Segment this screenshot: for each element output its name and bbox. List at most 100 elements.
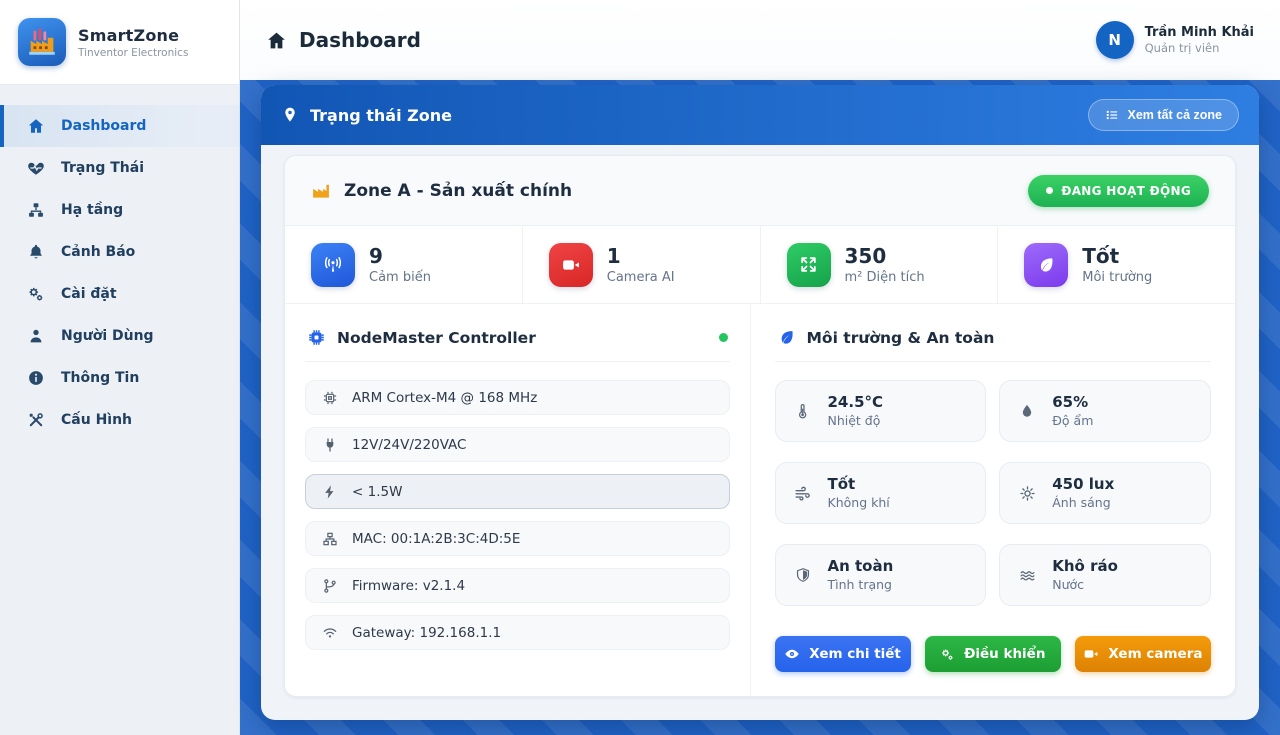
- stat-value: Tốt: [1082, 243, 1120, 268]
- controller-title: NodeMaster Controller: [337, 328, 536, 347]
- expand-icon: [786, 242, 831, 287]
- zone-card-header: Zone A - Sản xuất chính ĐANG HOẠT ĐỘNG: [285, 156, 1235, 226]
- view-all-zones-button[interactable]: Xem tất cả zone: [1087, 99, 1239, 131]
- status-badge-label: ĐANG HOẠT ĐỘNG: [1061, 183, 1191, 198]
- spec-text: Gateway: 192.168.1.1: [352, 624, 502, 641]
- stat-text: 9 Cảm biến: [369, 245, 431, 285]
- thermometer-icon: [793, 403, 813, 420]
- shield-icon: [793, 567, 813, 583]
- sidebar-item-label: Dashboard: [61, 118, 147, 134]
- env-label: Tình trạng: [827, 577, 892, 593]
- zone-card-columns: NodeMaster Controller ARM Cortex-M4 @ 16…: [285, 304, 1235, 696]
- env-text: Khô ráo Nước: [1052, 556, 1118, 593]
- controller-section: NodeMaster Controller ARM Cortex-M4 @ 16…: [285, 304, 751, 696]
- page-title: Dashboard: [266, 28, 421, 52]
- env-text: 450 lux Ánh sáng: [1052, 474, 1115, 511]
- sidebar-item-label: Hạ tầng: [61, 202, 124, 218]
- controller-spec-power: 12V/24V/220VAC: [305, 427, 730, 462]
- brand: SmartZone Tinventor Electronics: [0, 0, 239, 85]
- panel-title-text: Trạng thái Zone: [310, 105, 452, 125]
- sidebar-item-thong-tin[interactable]: Thông Tin: [0, 357, 239, 399]
- user-name: Trần Minh Khải: [1144, 25, 1254, 40]
- sidebar-item-trang-thai[interactable]: Trạng Thái: [0, 147, 239, 189]
- zone-stats-row: 9 Cảm biến 1 Camera AI: [285, 226, 1235, 304]
- sidebar-item-cau-hinh[interactable]: Cấu Hình: [0, 399, 239, 441]
- stat-label: Môi trường: [1082, 269, 1153, 285]
- env-card-safety: An toàn Tình trạng: [774, 544, 987, 606]
- user-role: Quản trị viên: [1144, 41, 1220, 55]
- env-card-humidity: 65% Độ ẩm: [999, 380, 1211, 442]
- sidebar-nav: Dashboard Trạng Thái Hạ tầng Cảnh Báo Cà…: [0, 85, 239, 441]
- panel-header: Trạng thái Zone Xem tất cả zone: [261, 85, 1259, 145]
- waves-icon: [1017, 567, 1037, 584]
- view-camera-button[interactable]: Xem camera: [1074, 636, 1212, 672]
- env-card-light: 450 lux Ánh sáng: [999, 462, 1211, 524]
- status-dot-icon: [1046, 187, 1054, 194]
- env-value: 65%: [1052, 392, 1089, 411]
- env-value: Khô ráo: [1052, 556, 1118, 575]
- controller-spec-consumption: < 1.5W: [305, 474, 730, 509]
- env-label: Ánh sáng: [1052, 495, 1111, 511]
- sun-icon: [1017, 485, 1037, 502]
- brand-name: SmartZone: [78, 25, 180, 45]
- sidebar: SmartZone Tinventor Electronics Dashboar…: [0, 0, 240, 735]
- video-icon: [548, 242, 593, 287]
- environment-title: Môi trường & An toàn: [806, 328, 995, 347]
- environment-section: Môi trường & An toàn 24.5°C: [751, 304, 1236, 696]
- wifi-icon: [320, 625, 339, 641]
- env-text: An toàn Tình trạng: [827, 557, 894, 593]
- avatar[interactable]: N: [1095, 21, 1134, 59]
- view-all-zones-label: Xem tất cả zone: [1127, 108, 1222, 122]
- stat-area: 350 m² Diện tích: [761, 226, 999, 303]
- page-title-text: Dashboard: [299, 28, 421, 52]
- sidebar-item-nguoi-dung[interactable]: Người Dùng: [0, 315, 239, 357]
- env-card-air: Tốt Không khí: [774, 462, 987, 524]
- sidebar-item-label: Người Dùng: [61, 328, 154, 344]
- list-icon: [1105, 108, 1119, 122]
- control-label: Điều khiển: [964, 646, 1046, 662]
- leaf-icon: [1024, 242, 1069, 287]
- env-text: 65% Độ ẩm: [1052, 392, 1093, 428]
- camera-icon: [1083, 646, 1099, 662]
- stat-label: Cảm biến: [369, 269, 431, 285]
- sidebar-item-label: Cài đặt: [61, 286, 117, 302]
- stat-environment: Tốt Môi trường: [998, 226, 1235, 303]
- plug-icon: [320, 437, 339, 453]
- sidebar-item-cai-dat[interactable]: Cài đặt: [0, 273, 239, 315]
- user-menu[interactable]: N Trần Minh Khải Quản trị viên: [1095, 21, 1254, 59]
- env-value: 24.5°C: [827, 392, 884, 411]
- home-icon: [26, 117, 46, 135]
- sidebar-item-ha-tang[interactable]: Hạ tầng: [0, 189, 239, 231]
- user-icon: [26, 327, 46, 345]
- controller-spec-cpu: ARM Cortex-M4 @ 168 MHz: [305, 380, 730, 415]
- control-button[interactable]: Điều khiển: [924, 636, 1061, 672]
- stat-label: Camera AI: [606, 269, 675, 285]
- droplet-icon: [1017, 403, 1037, 419]
- sidebar-item-canh-bao[interactable]: Cảnh Báo: [0, 231, 239, 273]
- zone-title-text: Zone A - Sản xuất chính: [344, 180, 573, 201]
- env-label: Nước: [1052, 577, 1085, 593]
- controller-spec-gateway: Gateway: 192.168.1.1: [305, 615, 730, 650]
- stat-cameras: 1 Camera AI: [523, 226, 761, 303]
- sidebar-item-label: Trạng Thái: [61, 160, 144, 176]
- top-header: Dashboard N Trần Minh Khải Quản trị viên: [240, 0, 1280, 80]
- online-status-dot-icon: [718, 333, 728, 342]
- zone-title: Zone A - Sản xuất chính: [311, 181, 572, 201]
- leaf-icon: [777, 328, 796, 347]
- sidebar-item-label: Cảnh Báo: [61, 244, 136, 260]
- wind-icon: [793, 485, 813, 502]
- microchip-icon: [320, 390, 339, 406]
- env-text: 24.5°C Nhiệt độ: [827, 392, 884, 428]
- stat-label: m² Diện tích: [844, 269, 925, 285]
- controller-spec-firmware: Firmware: v2.1.4: [305, 568, 730, 603]
- env-value: 450 lux: [1052, 474, 1115, 493]
- zone-status-panel: Trạng thái Zone Xem tất cả zone: [261, 85, 1259, 720]
- view-camera-label: Xem camera: [1108, 646, 1203, 662]
- divider: [305, 361, 730, 362]
- view-details-button[interactable]: Xem chi tiết: [774, 636, 911, 672]
- antenna-icon: [311, 242, 355, 287]
- gears-icon: [940, 647, 955, 662]
- view-details-label: Xem chi tiết: [809, 646, 901, 662]
- sidebar-item-dashboard[interactable]: Dashboard: [0, 105, 239, 147]
- heart-pulse-icon: [26, 159, 46, 177]
